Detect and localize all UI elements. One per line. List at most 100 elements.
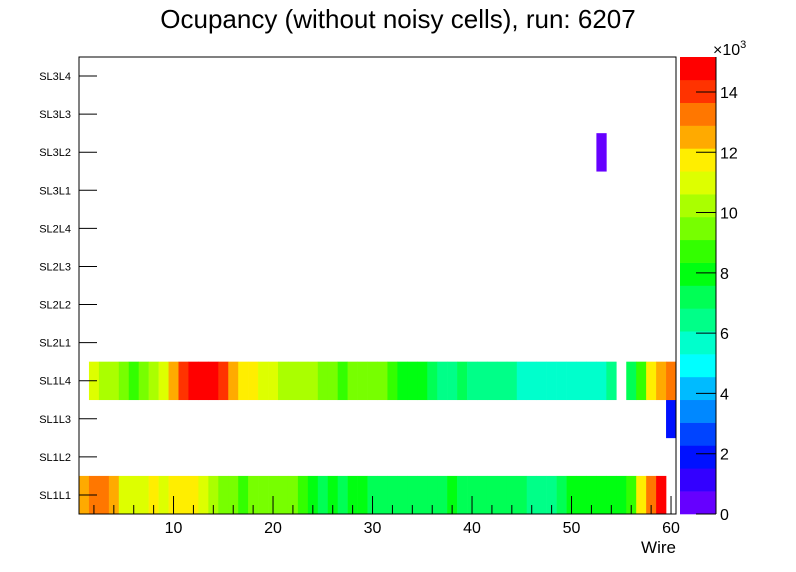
x-tick-label: 60 bbox=[662, 520, 680, 537]
heatmap-cell bbox=[287, 475, 299, 515]
heatmap-cell bbox=[218, 361, 229, 401]
heatmap-cell bbox=[666, 399, 677, 439]
heatmap-cell bbox=[427, 475, 438, 515]
heatmap-cell bbox=[646, 475, 657, 515]
heatmap-cell bbox=[367, 361, 378, 401]
color-scale-band bbox=[680, 239, 716, 263]
heatmap-cell bbox=[168, 475, 179, 515]
color-scale-band bbox=[680, 399, 716, 423]
heatmap-cell bbox=[248, 475, 259, 515]
heatmap-cell bbox=[606, 361, 617, 401]
color-scale-band bbox=[680, 331, 716, 355]
heatmap-cell bbox=[178, 361, 189, 401]
heatmap-cell bbox=[208, 475, 219, 515]
heatmap-cell bbox=[427, 361, 438, 401]
heatmap-cell bbox=[278, 475, 289, 515]
color-scale-band bbox=[680, 308, 716, 332]
color-scale-band bbox=[680, 194, 716, 218]
heatmap-cell bbox=[656, 361, 667, 401]
color-scale-tick-label: 8 bbox=[720, 266, 729, 283]
color-scale-band bbox=[680, 57, 716, 81]
y-tick-label: SL3L3 bbox=[39, 109, 71, 121]
color-scale-band bbox=[680, 102, 716, 126]
y-tick-label: SL2L2 bbox=[39, 300, 71, 312]
color-scale-tick-label: 6 bbox=[720, 326, 729, 343]
heatmap-cell bbox=[268, 361, 279, 401]
y-tick-label: SL3L2 bbox=[39, 147, 71, 159]
color-scale-band bbox=[680, 262, 716, 286]
y-tick-label: SL3L4 bbox=[39, 71, 71, 83]
color-scale-band bbox=[680, 216, 716, 241]
heatmap-cell bbox=[337, 475, 348, 515]
heatmap-cell bbox=[616, 475, 627, 515]
heatmap-cell bbox=[367, 475, 378, 515]
color-scale-band bbox=[680, 468, 716, 492]
color-scale-tick-label: 14 bbox=[720, 85, 738, 102]
heatmap-cell bbox=[566, 475, 577, 515]
heatmap-cell bbox=[437, 361, 448, 401]
heatmap-cell bbox=[307, 361, 319, 401]
color-scale-tick-label: 0 bbox=[720, 507, 729, 524]
heatmap-cell bbox=[238, 361, 249, 401]
heatmap-cell bbox=[118, 475, 130, 515]
heatmap-cell bbox=[636, 361, 647, 401]
axes: SL1L1 SL1L2 SL1L3 SL1L4 SL2L1 SL2L2 SL2L3 SL2L4… bbox=[39, 56, 680, 537]
x-axis-label: Wire bbox=[641, 538, 676, 557]
heatmap-cell bbox=[387, 361, 398, 401]
heatmap-cell bbox=[437, 475, 448, 515]
y-tick-label: SL1L3 bbox=[39, 414, 71, 426]
heatmap-cell bbox=[576, 475, 587, 515]
heatmap-cell bbox=[317, 361, 329, 401]
heatmap-cell bbox=[138, 475, 149, 515]
heatmap-cell bbox=[397, 361, 408, 401]
y-tick-label: SL1L4 bbox=[39, 376, 71, 388]
heatmap-cell bbox=[407, 475, 418, 515]
color-scale-band bbox=[680, 125, 716, 149]
heatmap-cell bbox=[486, 361, 498, 401]
heatmap-cell bbox=[208, 361, 219, 401]
y-tick-label: SL1L1 bbox=[39, 490, 71, 502]
x-tick-label: 40 bbox=[463, 520, 481, 537]
heatmap-cell bbox=[666, 361, 677, 401]
heatmap-cell bbox=[158, 475, 169, 515]
heatmap-cell bbox=[496, 361, 508, 401]
y-tick-label: SL3L1 bbox=[39, 185, 71, 197]
heatmap-cell bbox=[546, 475, 557, 515]
heatmap-cell bbox=[317, 475, 329, 515]
heatmap-cell bbox=[646, 361, 657, 401]
heatmap-cell bbox=[506, 475, 518, 515]
heatmap-cell bbox=[178, 475, 189, 515]
heatmap-cell bbox=[606, 475, 617, 515]
heatmap-cell bbox=[158, 361, 169, 401]
heatmap-cell bbox=[238, 475, 249, 515]
heatmap-cell bbox=[576, 361, 587, 401]
heatmap-cell bbox=[506, 361, 518, 401]
heatmap-cell bbox=[377, 475, 388, 515]
color-scale-band bbox=[680, 171, 716, 195]
color-scale-tick-label: 4 bbox=[720, 386, 729, 403]
heatmap-cell bbox=[188, 361, 199, 401]
heatmap-cell bbox=[656, 475, 667, 515]
heatmap-cell bbox=[128, 475, 139, 515]
heatmap-cell bbox=[248, 361, 259, 401]
heatmap-cell bbox=[327, 361, 338, 401]
heatmap-cell bbox=[526, 361, 537, 401]
heatmap-cell bbox=[128, 361, 139, 401]
heatmap-cell bbox=[148, 475, 159, 515]
y-tick-label: SL1L2 bbox=[39, 452, 71, 464]
heatmap-cell bbox=[148, 361, 159, 401]
heatmap-cell bbox=[347, 475, 358, 515]
color-scale-tick-label: 10 bbox=[720, 206, 738, 223]
heatmap-cell bbox=[108, 475, 120, 515]
heatmap-cell bbox=[516, 475, 528, 515]
color-scale-band bbox=[680, 148, 716, 172]
heatmap-cell bbox=[198, 361, 209, 401]
heatmap-cell bbox=[467, 475, 478, 515]
heatmap-cell bbox=[118, 361, 130, 401]
heatmap-cell bbox=[417, 475, 428, 515]
heatmap-cell bbox=[486, 475, 498, 515]
z-multiplier-exponent: 3 bbox=[740, 39, 746, 51]
heatmap-cell bbox=[228, 475, 239, 515]
z-multiplier: ×103 bbox=[713, 39, 746, 59]
